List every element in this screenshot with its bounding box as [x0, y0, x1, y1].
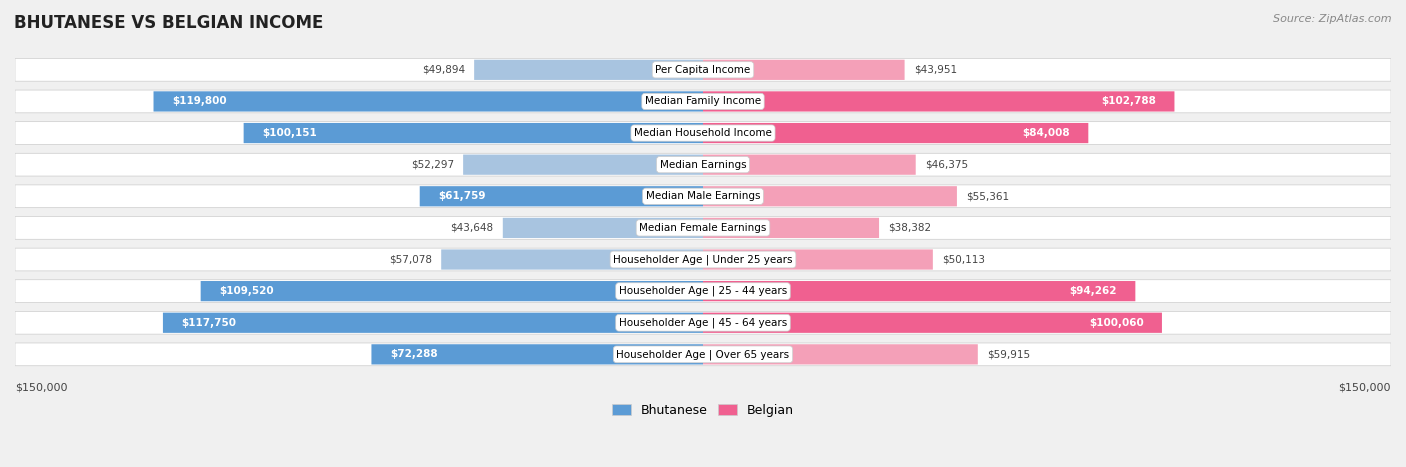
Text: $100,060: $100,060 [1088, 318, 1143, 328]
FancyBboxPatch shape [15, 58, 1391, 81]
FancyBboxPatch shape [15, 153, 1391, 176]
FancyBboxPatch shape [474, 60, 703, 80]
Text: $52,297: $52,297 [411, 160, 454, 170]
Text: $43,951: $43,951 [914, 65, 957, 75]
Text: Median Household Income: Median Household Income [634, 128, 772, 138]
Text: Median Female Earnings: Median Female Earnings [640, 223, 766, 233]
Text: $38,382: $38,382 [889, 223, 931, 233]
FancyBboxPatch shape [503, 218, 703, 238]
Text: $94,262: $94,262 [1070, 286, 1116, 296]
FancyBboxPatch shape [15, 248, 1391, 271]
Text: BHUTANESE VS BELGIAN INCOME: BHUTANESE VS BELGIAN INCOME [14, 14, 323, 32]
FancyBboxPatch shape [153, 92, 703, 112]
Text: Source: ZipAtlas.com: Source: ZipAtlas.com [1274, 14, 1392, 24]
FancyBboxPatch shape [703, 186, 957, 206]
Text: $43,648: $43,648 [450, 223, 494, 233]
FancyBboxPatch shape [15, 90, 1391, 113]
FancyBboxPatch shape [703, 60, 904, 80]
Text: Householder Age | Under 25 years: Householder Age | Under 25 years [613, 254, 793, 265]
FancyBboxPatch shape [15, 122, 1391, 144]
Text: $57,078: $57,078 [389, 255, 432, 264]
Text: $59,915: $59,915 [987, 349, 1031, 360]
Text: Householder Age | Over 65 years: Householder Age | Over 65 years [616, 349, 790, 360]
FancyBboxPatch shape [463, 155, 703, 175]
Text: $117,750: $117,750 [181, 318, 236, 328]
Text: $72,288: $72,288 [389, 349, 437, 360]
Text: $61,759: $61,759 [439, 191, 485, 201]
Text: $50,113: $50,113 [942, 255, 986, 264]
FancyBboxPatch shape [420, 186, 703, 206]
Text: $109,520: $109,520 [219, 286, 274, 296]
FancyBboxPatch shape [703, 218, 879, 238]
Text: Householder Age | 45 - 64 years: Householder Age | 45 - 64 years [619, 318, 787, 328]
FancyBboxPatch shape [703, 281, 1136, 301]
FancyBboxPatch shape [371, 344, 703, 364]
Text: Median Male Earnings: Median Male Earnings [645, 191, 761, 201]
FancyBboxPatch shape [441, 249, 703, 269]
Text: $55,361: $55,361 [966, 191, 1010, 201]
Text: $84,008: $84,008 [1022, 128, 1070, 138]
Text: Householder Age | 25 - 44 years: Householder Age | 25 - 44 years [619, 286, 787, 297]
Text: Median Earnings: Median Earnings [659, 160, 747, 170]
FancyBboxPatch shape [703, 249, 932, 269]
FancyBboxPatch shape [163, 312, 703, 333]
FancyBboxPatch shape [15, 217, 1391, 239]
Text: $100,151: $100,151 [262, 128, 316, 138]
FancyBboxPatch shape [703, 92, 1174, 112]
FancyBboxPatch shape [703, 344, 977, 364]
FancyBboxPatch shape [15, 280, 1391, 303]
Text: $150,000: $150,000 [1339, 383, 1391, 393]
Text: $150,000: $150,000 [15, 383, 67, 393]
Text: $119,800: $119,800 [172, 97, 226, 106]
FancyBboxPatch shape [703, 312, 1161, 333]
FancyBboxPatch shape [15, 343, 1391, 366]
FancyBboxPatch shape [703, 123, 1088, 143]
FancyBboxPatch shape [201, 281, 703, 301]
FancyBboxPatch shape [15, 185, 1391, 208]
FancyBboxPatch shape [243, 123, 703, 143]
Text: $46,375: $46,375 [925, 160, 967, 170]
Legend: Bhutanese, Belgian: Bhutanese, Belgian [607, 399, 799, 422]
FancyBboxPatch shape [703, 155, 915, 175]
FancyBboxPatch shape [15, 311, 1391, 334]
Text: $49,894: $49,894 [422, 65, 465, 75]
Text: Per Capita Income: Per Capita Income [655, 65, 751, 75]
Text: Median Family Income: Median Family Income [645, 97, 761, 106]
Text: $102,788: $102,788 [1101, 97, 1156, 106]
